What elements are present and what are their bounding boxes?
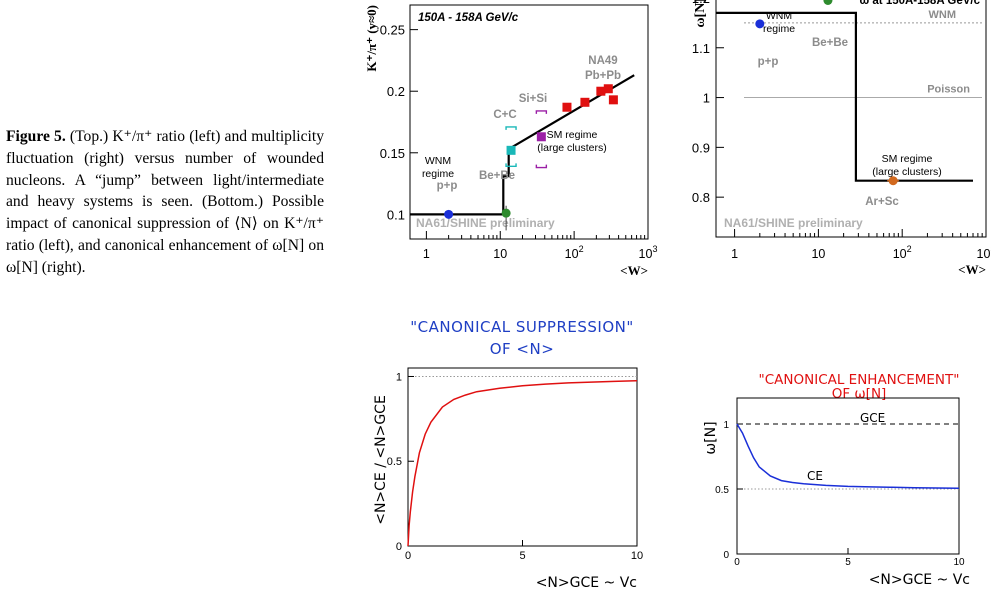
model-line xyxy=(716,11,973,182)
chart-enhancement: "CANONICAL ENHANCEMENT"OF ω[N] 0 5 10 0 0.5 1 G… xyxy=(703,372,970,588)
point-pbpb xyxy=(596,86,606,96)
label-bebe: Be+Be xyxy=(812,37,848,49)
y-tick-label: 0.25 xyxy=(380,23,405,38)
annotation-wnm: WNM xyxy=(766,10,792,22)
x-axis-label: <W> xyxy=(620,263,648,278)
caption-label: Figure 5. xyxy=(6,128,66,145)
chart-omega: 1 10 102 103 0.8 0.9 1 1.1 1.2 <W> ω[N] ω at 150A-1… xyxy=(692,0,991,277)
y-tick-label: 0 xyxy=(723,550,729,561)
y-tick-label: 0.2 xyxy=(387,84,405,99)
label-sisi: Si+Si xyxy=(519,93,547,105)
point-pbpb xyxy=(608,95,618,105)
point-pbpb xyxy=(580,97,590,107)
y-tick-label: 1 xyxy=(396,371,402,383)
y-tick-label: 1 xyxy=(723,420,729,431)
label-wnm: WNM xyxy=(929,9,957,21)
label-pp: p+p xyxy=(758,56,779,68)
model-line xyxy=(410,74,635,216)
chart-title-line2: OF <N> xyxy=(490,340,555,358)
point-pbpb xyxy=(603,84,613,94)
y-tick-label: 0.15 xyxy=(380,146,405,161)
label-arsc: Ar+Sc xyxy=(865,196,899,208)
point-pp xyxy=(755,19,765,29)
label-cc: C+C xyxy=(493,109,516,121)
annotation-sm-clusters: (large clusters) xyxy=(872,166,941,178)
y-tick-label: 1.2 xyxy=(692,0,710,6)
x-tick-label: 10 xyxy=(811,247,825,261)
label-bebe: Be+Be xyxy=(479,170,515,182)
cc-sys-bottom xyxy=(505,126,517,130)
chart-title: ω at 150A-158A GeV/c xyxy=(859,0,980,7)
annotation-wnm-regime: regime xyxy=(422,168,454,180)
x-tick-label: 1 xyxy=(423,247,430,261)
plot-frame xyxy=(715,0,987,238)
y-tick-label: 0.1 xyxy=(387,207,405,222)
annotation-wnm: WNM xyxy=(425,155,451,167)
plot-frame xyxy=(407,367,638,547)
x-tick-label: 103 xyxy=(639,244,658,261)
annotation-sm-clusters: (large clusters) xyxy=(537,142,606,154)
chart-kpi: 1 10 102 103 0.1 0.15 0.2 0.25 <W> K⁺/π⁺ (y≈0) 150… xyxy=(364,4,658,278)
x-tick-label: 0 xyxy=(734,557,740,568)
x-tick-label: 5 xyxy=(519,550,525,562)
label-na49: NA49 xyxy=(588,55,617,67)
cc-sys-top xyxy=(505,163,517,168)
x-tick-label: 103 xyxy=(977,244,991,261)
label-pbpb: Pb+Pb xyxy=(585,70,621,82)
y-tick-label: 1 xyxy=(703,91,710,106)
y-tick-label: 0.8 xyxy=(692,190,710,205)
point-cc xyxy=(506,145,516,155)
y-tick-label: 0.9 xyxy=(692,140,710,155)
x-axis-label: <N>GCE ~ Vc xyxy=(536,575,637,591)
chart-title: "CANONICAL SUPPRESSION" xyxy=(410,318,634,336)
series-line xyxy=(407,379,638,547)
label-gce: GCE xyxy=(860,411,885,425)
annotation-wnm-regime: regime xyxy=(763,23,795,35)
sisi-sys-bottom xyxy=(535,110,548,114)
point-bebe xyxy=(501,208,511,218)
y-tick-label: 0 xyxy=(396,541,402,553)
x-tick-label: 102 xyxy=(893,244,912,261)
sisi-sys-top xyxy=(535,164,548,169)
x-tick-label: 1 xyxy=(731,247,738,261)
series-line xyxy=(736,423,960,489)
point-pbpb xyxy=(562,102,572,112)
y-axis-label: ω[N] xyxy=(693,0,708,28)
annotation-sm: SM regime xyxy=(882,153,933,165)
label-poisson: Poisson xyxy=(927,84,970,96)
y-tick-label: 1.1 xyxy=(692,41,710,56)
y-axis-label: <N>CE / <N>GCE xyxy=(373,395,389,525)
y-axis-label: K⁺/π⁺ (y≈0) xyxy=(364,5,379,72)
y-tick-label: 0.5 xyxy=(715,485,729,496)
chart-title: "CANONICAL ENHANCEMENT" xyxy=(759,372,960,388)
x-tick-label: 10 xyxy=(631,550,643,562)
caption-text: (Top.) K⁺/π⁺ ratio (left) and multiplici… xyxy=(6,128,324,276)
watermark: NA61/SHINE preliminary xyxy=(724,216,863,230)
annotation-sm: SM regime xyxy=(547,129,598,141)
plot-frame xyxy=(409,4,649,240)
x-tick-label: 10 xyxy=(493,247,507,261)
figure-caption: Figure 5. (Top.) K⁺/π⁺ ratio (left) and … xyxy=(6,126,324,279)
y-axis-label: ω[N] xyxy=(703,421,719,454)
label-pp: p+p xyxy=(437,180,458,192)
chart-suppression: "CANONICAL SUPPRESSION" OF <N> 0 5 10 0 0.5 1 <N… xyxy=(373,318,643,591)
y-tick-label: 0.5 xyxy=(387,456,402,468)
x-tick-label: 10 xyxy=(953,557,965,568)
chart-title: 150A - 158A GeV/c xyxy=(418,12,519,24)
point-pp xyxy=(444,209,454,219)
x-axis-label: <N>GCE ~ Vc xyxy=(869,572,970,588)
point-arsc xyxy=(888,176,898,186)
point-sisi xyxy=(536,132,546,142)
label-ce: CE xyxy=(807,469,823,483)
chart-title-line2: OF ω[N] xyxy=(832,386,887,402)
x-axis-label: <W> xyxy=(958,262,986,277)
watermark: NA61/SHINE preliminary xyxy=(416,216,555,230)
x-tick-label: 0 xyxy=(405,550,411,562)
x-tick-label: 5 xyxy=(845,557,851,568)
x-tick-label: 102 xyxy=(565,244,584,261)
point-bebe xyxy=(823,0,833,5)
